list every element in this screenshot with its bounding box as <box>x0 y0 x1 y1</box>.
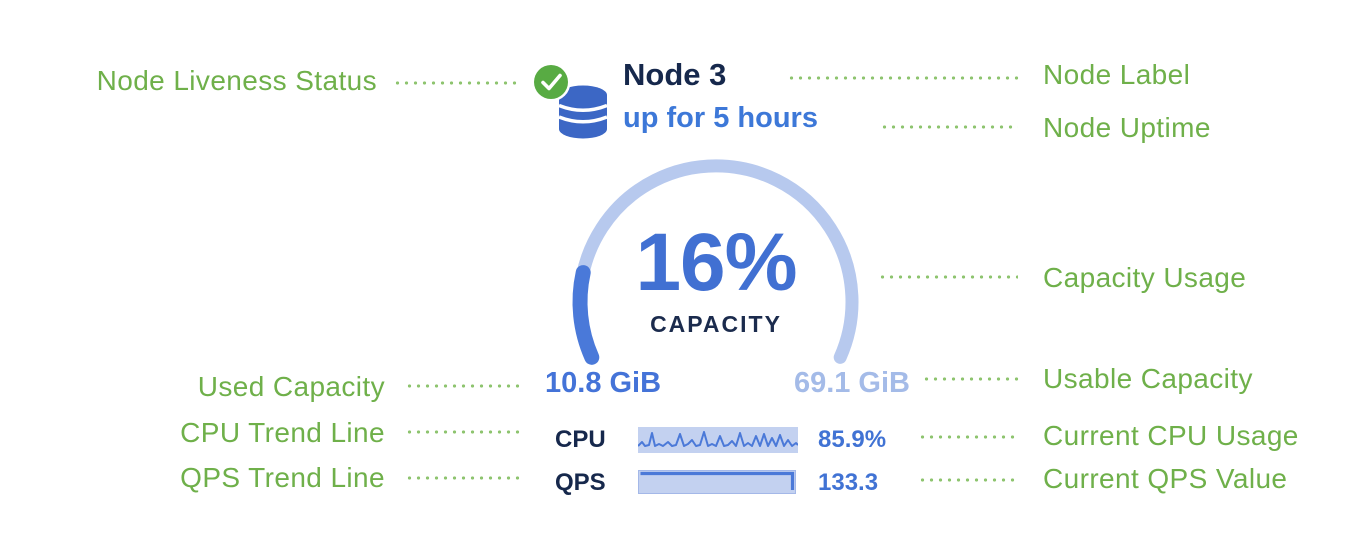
leader-line <box>393 81 521 85</box>
leader-line <box>880 125 1018 129</box>
leader-line <box>918 435 1018 439</box>
annotation-node-label: Node Label <box>1043 59 1191 90</box>
leader-line <box>878 275 1018 279</box>
gauge-fill <box>572 265 600 365</box>
annotation-qps-trend-line: QPS Trend Line <box>180 462 385 493</box>
annotation-current-qps-value: Current QPS Value <box>1043 463 1288 494</box>
annotation-current-cpu-usage: Current CPU Usage <box>1043 420 1299 451</box>
leader-line <box>405 476 520 480</box>
qps-label: QPS <box>555 469 606 496</box>
annotation-cpu-trend-line: CPU Trend Line <box>180 417 385 448</box>
leader-line <box>787 76 1019 80</box>
node-label: Node 3 <box>623 57 727 92</box>
leader-line <box>918 478 1018 482</box>
cpu-value: 85.9% <box>818 426 887 453</box>
leader-line <box>405 430 520 434</box>
capacity-gauge <box>572 159 859 365</box>
database-icon <box>531 62 608 139</box>
used-capacity-value: 10.8 GiB <box>545 367 662 399</box>
annotation-node-uptime: Node Uptime <box>1043 112 1211 143</box>
qps-value: 133.3 <box>818 469 879 496</box>
check-circle-icon <box>531 62 571 102</box>
capacity-caption: CAPACITY <box>650 311 782 337</box>
annotation-node-liveness-status: Node Liveness Status <box>96 65 377 96</box>
node-icon-group <box>531 58 613 142</box>
node-uptime: up for 5 hours <box>623 102 818 134</box>
leader-line <box>922 377 1020 381</box>
qps-sparkline <box>638 470 796 494</box>
annotation-used-capacity: Used Capacity <box>197 371 385 402</box>
cpu-sparkline <box>637 427 799 453</box>
annotation-capacity-usage: Capacity Usage <box>1043 262 1247 293</box>
capacity-percent: 16% <box>635 217 797 308</box>
cpu-label: CPU <box>555 426 606 453</box>
usable-capacity-value: 69.1 GiB <box>793 367 910 399</box>
leader-line <box>405 384 520 388</box>
annotation-usable-capacity: Usable Capacity <box>1043 363 1253 394</box>
